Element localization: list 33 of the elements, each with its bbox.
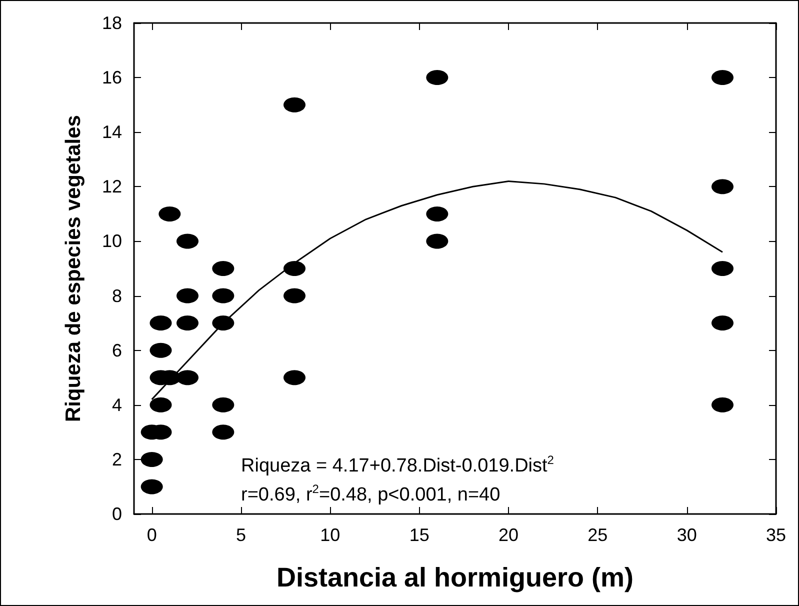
point xyxy=(284,288,306,304)
point xyxy=(176,316,198,331)
y-tick-label: 8 xyxy=(112,286,122,306)
y-axis-title: Riqueza de especies vegetales xyxy=(62,115,85,422)
point xyxy=(712,316,734,331)
y-tick-label: 4 xyxy=(112,394,122,415)
annotation: r=0.69, r$^{2}$=0.48, p<0.001, n=40 xyxy=(241,482,500,506)
y-tick-label: 2 xyxy=(112,449,122,470)
point xyxy=(176,234,198,249)
y-tick-label: 6 xyxy=(112,340,122,360)
x-tick-label: 5 xyxy=(236,525,246,545)
x-tick-label: 0 xyxy=(146,525,157,545)
x-axis-title: Distancia al hormiguero (m) xyxy=(276,562,634,592)
point xyxy=(712,179,734,194)
point xyxy=(712,397,734,412)
x-tick-label: 25 xyxy=(588,525,608,545)
annotation: Riqueza = 4.17+0.78.Dist-0.019.Dist$^{2}$ xyxy=(241,453,554,478)
y-tick-label: 0 xyxy=(112,504,122,524)
x-tick-label: 10 xyxy=(320,525,340,545)
x-tick-label: 20 xyxy=(498,525,519,545)
y-tick-label: 18 xyxy=(102,13,122,33)
x-tick-label: 15 xyxy=(409,525,430,545)
point xyxy=(284,97,306,112)
y-tick-label: 14 xyxy=(102,122,122,142)
y-tick-label: 10 xyxy=(102,231,122,252)
point xyxy=(712,70,734,86)
y-tick-label: 16 xyxy=(102,68,122,88)
y-tick-label: 12 xyxy=(102,176,122,197)
point xyxy=(284,370,306,386)
x-tick-label: 35 xyxy=(766,525,786,545)
point xyxy=(176,288,198,304)
x-tick-label: 30 xyxy=(676,525,697,545)
point xyxy=(176,370,198,386)
